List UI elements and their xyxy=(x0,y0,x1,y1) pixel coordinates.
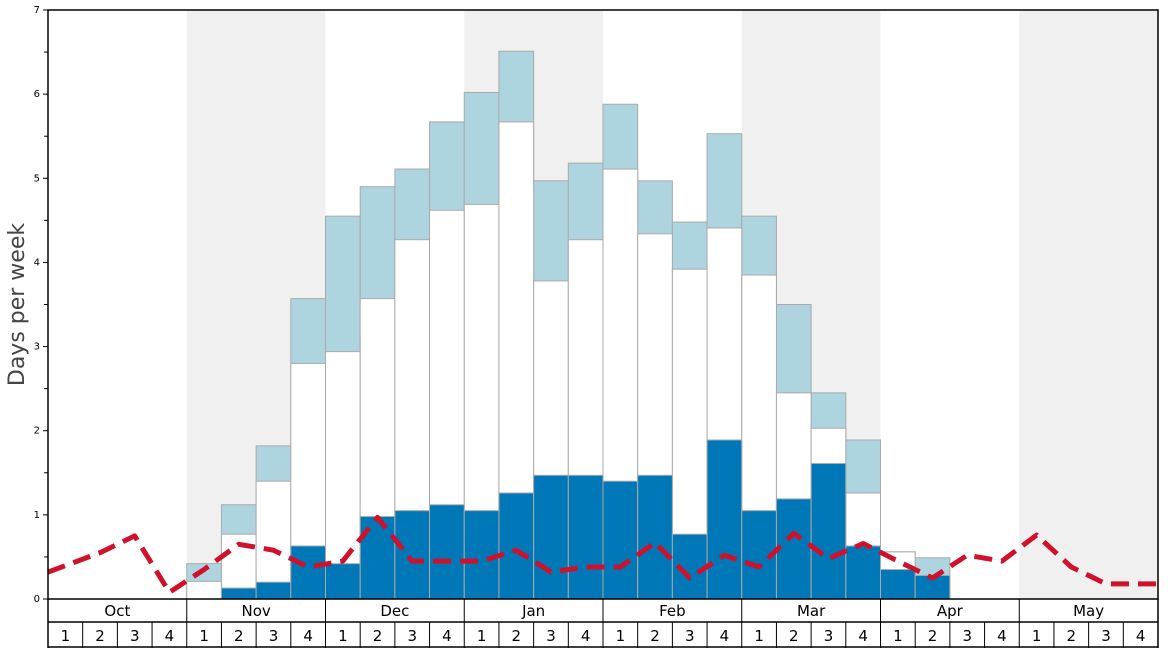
month-label: May xyxy=(1073,602,1104,620)
week-label: 4 xyxy=(581,627,591,645)
y-tick-label: 3 xyxy=(34,342,40,353)
y-tick-label: 2 xyxy=(34,426,40,437)
y-tick-label: 5 xyxy=(34,173,40,184)
week-label: 2 xyxy=(789,627,799,645)
y-tick-label: 4 xyxy=(34,257,40,268)
week-label: 3 xyxy=(269,627,279,645)
week-label: 3 xyxy=(407,627,417,645)
week-label: 1 xyxy=(893,627,903,645)
bar-dark xyxy=(602,480,639,600)
week-label: 4 xyxy=(442,627,452,645)
week-label: 2 xyxy=(95,627,105,645)
average-line-path xyxy=(47,514,1158,595)
week-label: 3 xyxy=(130,627,140,645)
week-label: 1 xyxy=(338,627,348,645)
week-label: 3 xyxy=(824,627,834,645)
week-label: 4 xyxy=(997,627,1007,645)
month-label: Feb xyxy=(659,602,686,620)
month-label: Jan xyxy=(521,602,545,620)
week-label: 1 xyxy=(754,627,764,645)
bar-dark xyxy=(290,545,326,600)
bar-dark xyxy=(567,474,604,600)
week-label: 4 xyxy=(165,627,175,645)
week-label: 4 xyxy=(303,627,313,645)
x-axis: Oct Nov Dec Jan Feb Mar Apr May 1 2 3 4 1 2 3 4 1 2 3 4 1 2 3 4… xyxy=(47,599,1159,648)
month-label: Apr xyxy=(937,602,964,620)
y-axis-label: Days per week xyxy=(5,223,30,386)
y-tick-label: 7 xyxy=(34,5,40,16)
week-label: 2 xyxy=(512,627,522,645)
bar-dark xyxy=(637,474,673,600)
bar-dark xyxy=(429,504,465,600)
bar-dark xyxy=(220,587,257,600)
y-tick-label: 6 xyxy=(34,89,40,100)
week-label: 4 xyxy=(858,627,868,645)
month-label: Dec xyxy=(380,602,409,620)
bar-dark xyxy=(533,474,569,600)
y-tick-label: 1 xyxy=(34,510,40,521)
bar-white xyxy=(186,580,222,600)
week-label: 2 xyxy=(1067,627,1077,645)
month-label: Mar xyxy=(797,602,826,620)
bar-dark xyxy=(845,545,881,600)
bar-dark xyxy=(810,463,847,600)
y-tick-label: 0 xyxy=(34,594,40,605)
week-label: 3 xyxy=(685,627,695,645)
bar-dark xyxy=(775,498,812,600)
average-line xyxy=(47,514,1158,595)
week-label: 3 xyxy=(962,627,972,645)
week-label: 3 xyxy=(1101,627,1111,645)
week-label: 1 xyxy=(477,627,487,645)
y-axis-ticks: 0 1 2 3 4 5 6 7 xyxy=(34,5,48,605)
bar-dark xyxy=(255,581,292,600)
week-label: 2 xyxy=(234,627,244,645)
bar-dark xyxy=(463,510,500,600)
week-label: 1 xyxy=(616,627,626,645)
week-label: 2 xyxy=(928,627,938,645)
bar-dark xyxy=(706,439,743,600)
week-label: 2 xyxy=(373,627,383,645)
bar-dark xyxy=(498,492,535,600)
week-label: 1 xyxy=(199,627,209,645)
bar-dark xyxy=(325,563,361,600)
week-label: 3 xyxy=(546,627,556,645)
bars xyxy=(186,50,951,600)
bar-dark xyxy=(394,510,431,600)
week-label: 4 xyxy=(1136,627,1146,645)
week-label: 1 xyxy=(61,627,71,645)
week-label: 2 xyxy=(650,627,660,645)
month-shade-may xyxy=(1019,10,1158,599)
bar-white xyxy=(255,480,292,600)
week-label: 1 xyxy=(1032,627,1042,645)
month-label: Nov xyxy=(241,602,270,620)
month-label: Oct xyxy=(104,602,130,620)
week-label: 4 xyxy=(720,627,730,645)
bar-dark xyxy=(880,569,916,600)
